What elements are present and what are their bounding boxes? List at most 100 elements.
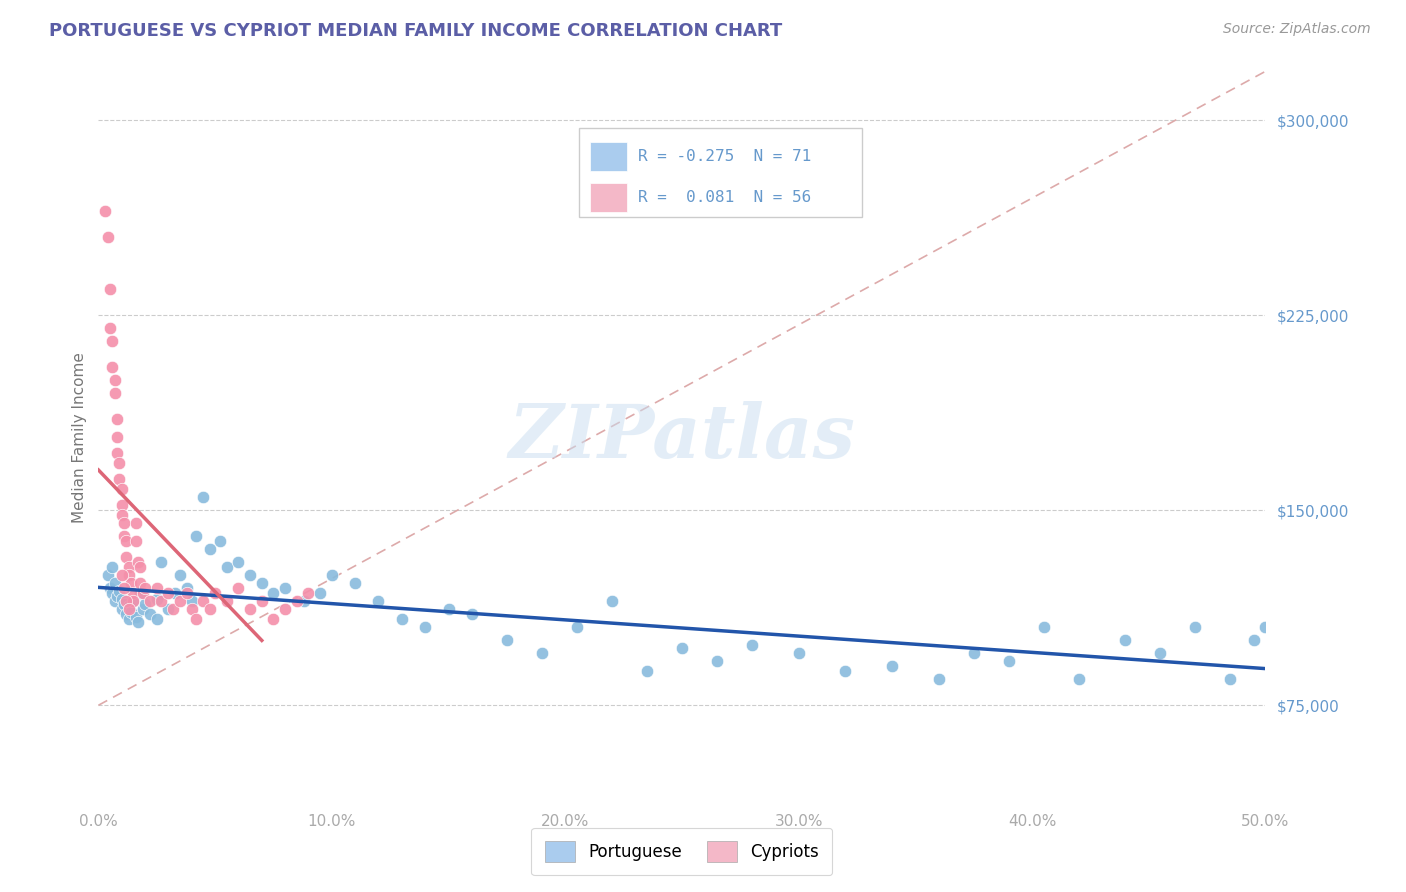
Point <box>101 560 124 574</box>
Point <box>671 641 693 656</box>
Text: Source: ZipAtlas.com: Source: ZipAtlas.com <box>1223 22 1371 37</box>
Point <box>139 594 162 608</box>
Point <box>162 602 184 616</box>
Point <box>98 581 121 595</box>
Point <box>111 568 134 582</box>
Point <box>150 594 173 608</box>
Point <box>118 599 141 614</box>
Point <box>1149 646 1171 660</box>
Point <box>101 360 124 375</box>
Legend: Portuguese, Cypriots: Portuguese, Cypriots <box>531 828 832 875</box>
Point <box>250 576 273 591</box>
Point <box>309 586 332 600</box>
Point <box>108 457 131 471</box>
Point <box>962 646 984 660</box>
Point <box>115 549 138 564</box>
Point <box>496 633 519 648</box>
Point <box>228 581 250 595</box>
Point <box>1254 620 1277 634</box>
Point <box>321 568 343 582</box>
Point <box>239 568 262 582</box>
Point <box>1243 633 1265 648</box>
Point <box>111 591 134 606</box>
Point <box>208 534 231 549</box>
Point <box>262 586 284 600</box>
Point <box>180 602 202 616</box>
Point <box>105 430 128 444</box>
Point <box>132 602 155 616</box>
Point <box>98 282 121 296</box>
Point <box>880 659 903 673</box>
Point <box>111 483 134 497</box>
Point <box>118 612 141 626</box>
Point <box>1114 633 1136 648</box>
Point <box>274 602 297 616</box>
Point <box>120 605 142 619</box>
Point <box>928 673 950 687</box>
Point <box>157 602 180 616</box>
Point <box>129 560 152 574</box>
Point <box>367 594 389 608</box>
Point <box>120 576 142 591</box>
Text: ZIPatlas: ZIPatlas <box>509 401 855 474</box>
Point <box>169 568 191 582</box>
Point <box>169 594 191 608</box>
Point <box>118 602 141 616</box>
Point <box>146 612 169 626</box>
Point <box>104 386 127 401</box>
Point <box>250 594 273 608</box>
Point <box>741 639 763 653</box>
Point <box>834 665 856 679</box>
Point <box>215 560 238 574</box>
Point <box>112 529 135 543</box>
Point <box>125 516 148 531</box>
Point <box>111 602 134 616</box>
Point <box>997 654 1019 668</box>
Point <box>165 586 187 600</box>
Point <box>97 568 120 582</box>
Point <box>186 529 208 543</box>
Point <box>115 534 138 549</box>
Point <box>262 612 284 626</box>
Point <box>125 534 148 549</box>
Point <box>1184 620 1206 634</box>
Point <box>98 321 121 335</box>
Point <box>127 555 149 569</box>
Point <box>97 230 120 244</box>
Point <box>94 204 117 219</box>
Point <box>1219 673 1241 687</box>
Point <box>239 602 262 616</box>
Point <box>112 516 135 531</box>
Point <box>391 612 413 626</box>
Text: R =  0.081  N = 56: R = 0.081 N = 56 <box>638 190 811 205</box>
Point <box>111 498 134 512</box>
Point <box>134 581 156 595</box>
Point <box>297 586 319 600</box>
Point <box>115 607 138 622</box>
Point <box>139 607 162 622</box>
Point <box>146 591 169 606</box>
Point <box>787 646 810 660</box>
Point <box>101 586 124 600</box>
Point <box>127 615 149 629</box>
Y-axis label: Median Family Income: Median Family Income <box>72 351 87 523</box>
Point <box>285 594 308 608</box>
Point <box>134 597 156 611</box>
Point <box>129 586 152 600</box>
Point <box>176 586 198 600</box>
Point <box>108 472 131 486</box>
Point <box>101 334 124 348</box>
Point <box>461 607 484 622</box>
Point <box>132 586 155 600</box>
Point <box>118 560 141 574</box>
Point <box>112 597 135 611</box>
Point <box>437 602 460 616</box>
Point <box>530 646 553 660</box>
Point <box>1032 620 1054 634</box>
Point <box>122 594 145 608</box>
Point <box>105 589 128 603</box>
Point <box>104 594 127 608</box>
Point <box>105 412 128 426</box>
Point <box>112 581 135 595</box>
Point <box>200 602 222 616</box>
